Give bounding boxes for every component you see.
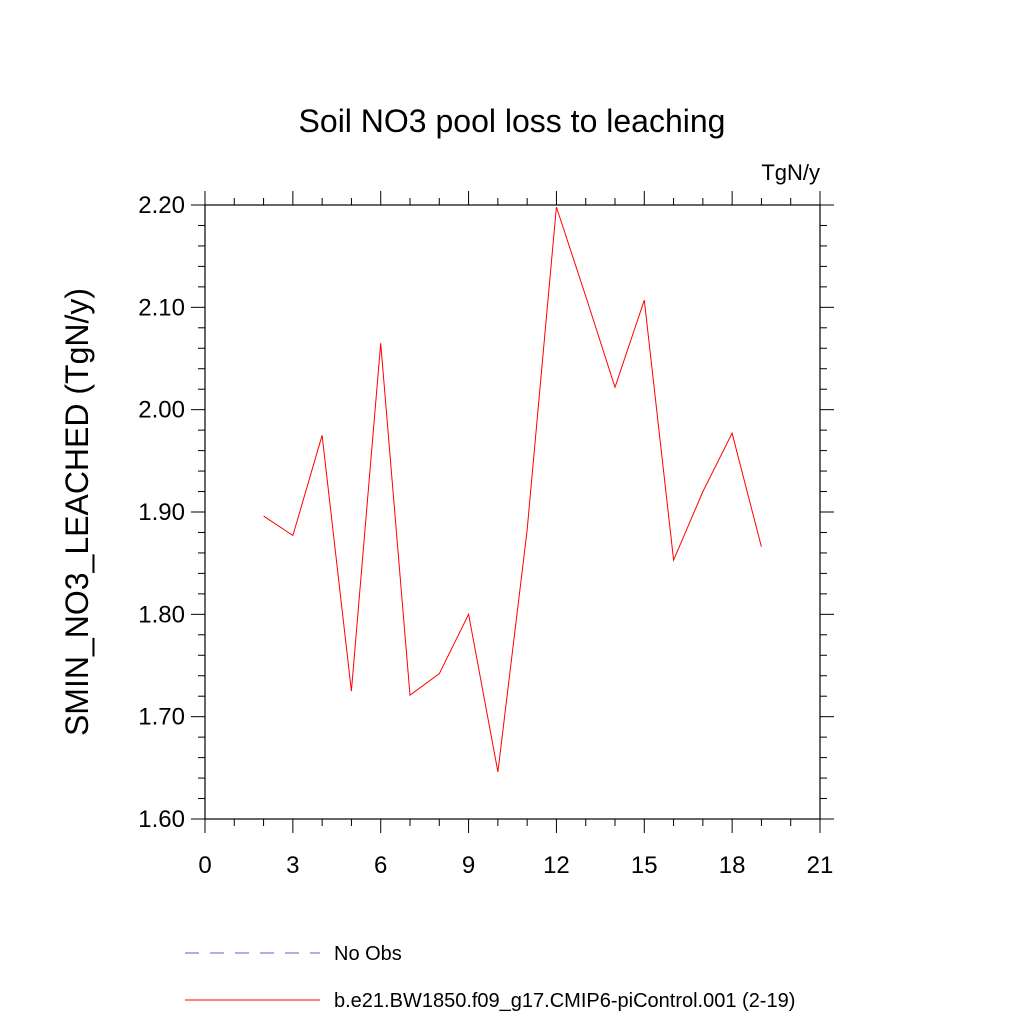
unit-label: TgN/y bbox=[761, 160, 820, 185]
y-tick-label: 1.90 bbox=[138, 499, 185, 526]
y-tick-label: 1.80 bbox=[138, 601, 185, 628]
x-tick-label: 15 bbox=[631, 852, 658, 879]
chart-title: Soil NO3 pool loss to leaching bbox=[299, 103, 726, 139]
series-line bbox=[263, 206, 762, 772]
x-tick-label: 3 bbox=[286, 852, 299, 879]
y-tick-label: 2.20 bbox=[138, 192, 185, 219]
x-tick-label: 9 bbox=[462, 852, 475, 879]
y-tick-label: 2.00 bbox=[138, 397, 185, 424]
x-tick-label: 18 bbox=[719, 852, 746, 879]
y-tick-label: 1.60 bbox=[138, 806, 185, 833]
x-tick-label: 21 bbox=[807, 852, 834, 879]
y-tick-label: 2.10 bbox=[138, 294, 185, 321]
legend-label: No Obs bbox=[334, 943, 402, 965]
series-lines bbox=[263, 206, 762, 772]
plot-frame bbox=[204, 204, 821, 820]
axis-ticks bbox=[191, 191, 834, 833]
legend: No Obs b.e21.BW1850.f09_g17.CMIP6-piContr… bbox=[185, 943, 795, 1012]
y-tick-label: 1.70 bbox=[138, 704, 185, 731]
x-tick-label: 12 bbox=[543, 852, 570, 879]
x-tick-label: 0 bbox=[198, 852, 211, 879]
x-tick-label: 6 bbox=[374, 852, 387, 879]
tick-labels: 0 3 6 9 12 15 18 21 1.60 1.70 1.80 1.90 2.00 2.10 2.20 bbox=[138, 192, 833, 879]
y-axis-label: SMIN_NO3_LEACHED (TgN/y) bbox=[59, 288, 95, 736]
legend-label: b.e21.BW1850.f09_g17.CMIP6-piControl.001… bbox=[334, 990, 795, 1012]
